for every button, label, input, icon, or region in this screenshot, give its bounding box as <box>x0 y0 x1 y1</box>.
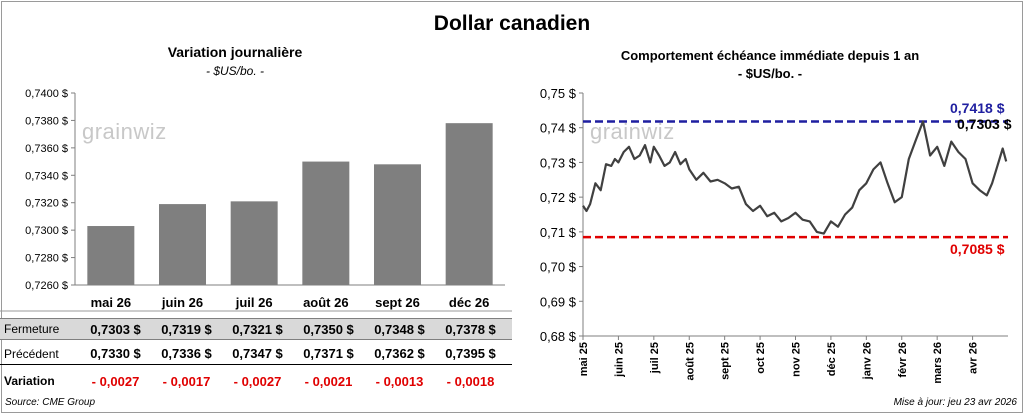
table-cell: - 0,0017 <box>162 373 211 389</box>
bar <box>302 161 350 285</box>
table-row-precedent: Précédent 0,7330 $ 0,7336 $ 0,7347 $ 0,7… <box>0 343 512 365</box>
table-cell: - 0,0013 <box>375 373 424 389</box>
table-row-variation: Variation - 0,0027 - 0,0017 - 0,0027 - 0… <box>0 370 512 392</box>
x-tick-label: mai 26 <box>91 295 131 310</box>
table-cell: - 0,0027 <box>233 373 282 389</box>
y-tick-label: 0,7400 $ <box>25 88 68 100</box>
table-cell: 0,7371 $ <box>303 346 354 361</box>
y-tick-label: 0,7360 $ <box>25 143 68 155</box>
y-tick-label: 0,7320 $ <box>25 198 68 210</box>
table-cell: 0,7336 $ <box>161 346 212 361</box>
x-tick-label: juin 26 <box>161 295 203 310</box>
row-label: Précédent <box>4 346 59 361</box>
bar <box>445 123 493 286</box>
last-value-label: 0,7303 $ <box>957 116 1012 132</box>
y-tick-label: 0,7260 $ <box>25 280 68 292</box>
bar <box>230 201 278 285</box>
table-cell: 0,7347 $ <box>232 346 283 361</box>
table-cell: 0,7319 $ <box>161 321 212 337</box>
y-tick-label: 0,7380 $ <box>25 115 68 127</box>
table-cell: 0,7350 $ <box>303 321 354 337</box>
y-tick-label: 0,7280 $ <box>25 253 68 265</box>
table-cell: 0,7395 $ <box>445 346 496 361</box>
y-tick-label: 0,7340 $ <box>25 170 68 182</box>
bar <box>87 226 135 285</box>
page-title: Dollar canadien <box>433 12 591 35</box>
right-chart-unit: - $US/bo. - <box>737 66 803 81</box>
table-cell: 0,7321 $ <box>232 321 283 337</box>
table-row-fermeture: Fermeture 0,7303 $ 0,7319 $ 0,7321 $ 0,7… <box>0 318 512 340</box>
bar <box>159 204 206 285</box>
low-value-label: 0,7085 $ <box>950 241 1005 257</box>
table-cell: 0,7378 $ <box>445 321 496 337</box>
grainwiz-logo-right: grainwiz <box>590 119 675 144</box>
y-tick-label: 0,7300 $ <box>25 225 68 237</box>
x-tick-label: sept 26 <box>375 295 420 310</box>
left-chart-unit: - $US/bo. - <box>205 64 265 78</box>
x-tick-label: août 26 <box>303 295 349 310</box>
x-tick-label: juil 26 <box>235 295 273 310</box>
source-note: Source: CME Group <box>5 397 96 408</box>
table-cell: - 0,0021 <box>304 373 353 389</box>
x-tick-label: déc 26 <box>449 295 489 310</box>
table-cell: 0,7330 $ <box>90 346 141 361</box>
left-chart-title: Variation journalière <box>167 44 303 60</box>
bar <box>374 164 421 285</box>
high-value-label: 0,7418 $ <box>950 100 1005 116</box>
table-cell: - 0,0027 <box>91 373 140 389</box>
grainwiz-logo-left: grainwiz <box>82 119 167 144</box>
row-label: Variation <box>4 374 55 388</box>
row-label: Fermeture <box>4 322 60 336</box>
table-cell: - 0,0018 <box>446 373 495 389</box>
table-cell: 0,7362 $ <box>374 346 425 361</box>
table-cell: 0,7303 $ <box>90 321 141 337</box>
table-cell: 0,7348 $ <box>374 321 425 337</box>
bar-chart: 0,7260 $ 0,7280 $ 0,7300 $ 0,7320 $ 0,7340 $… <box>0 88 512 312</box>
update-note: Mise à jour: jeu 23 avr 2026 <box>893 397 1017 408</box>
right-chart-title: Comportement échéance immédiate depuis 1… <box>620 48 920 63</box>
